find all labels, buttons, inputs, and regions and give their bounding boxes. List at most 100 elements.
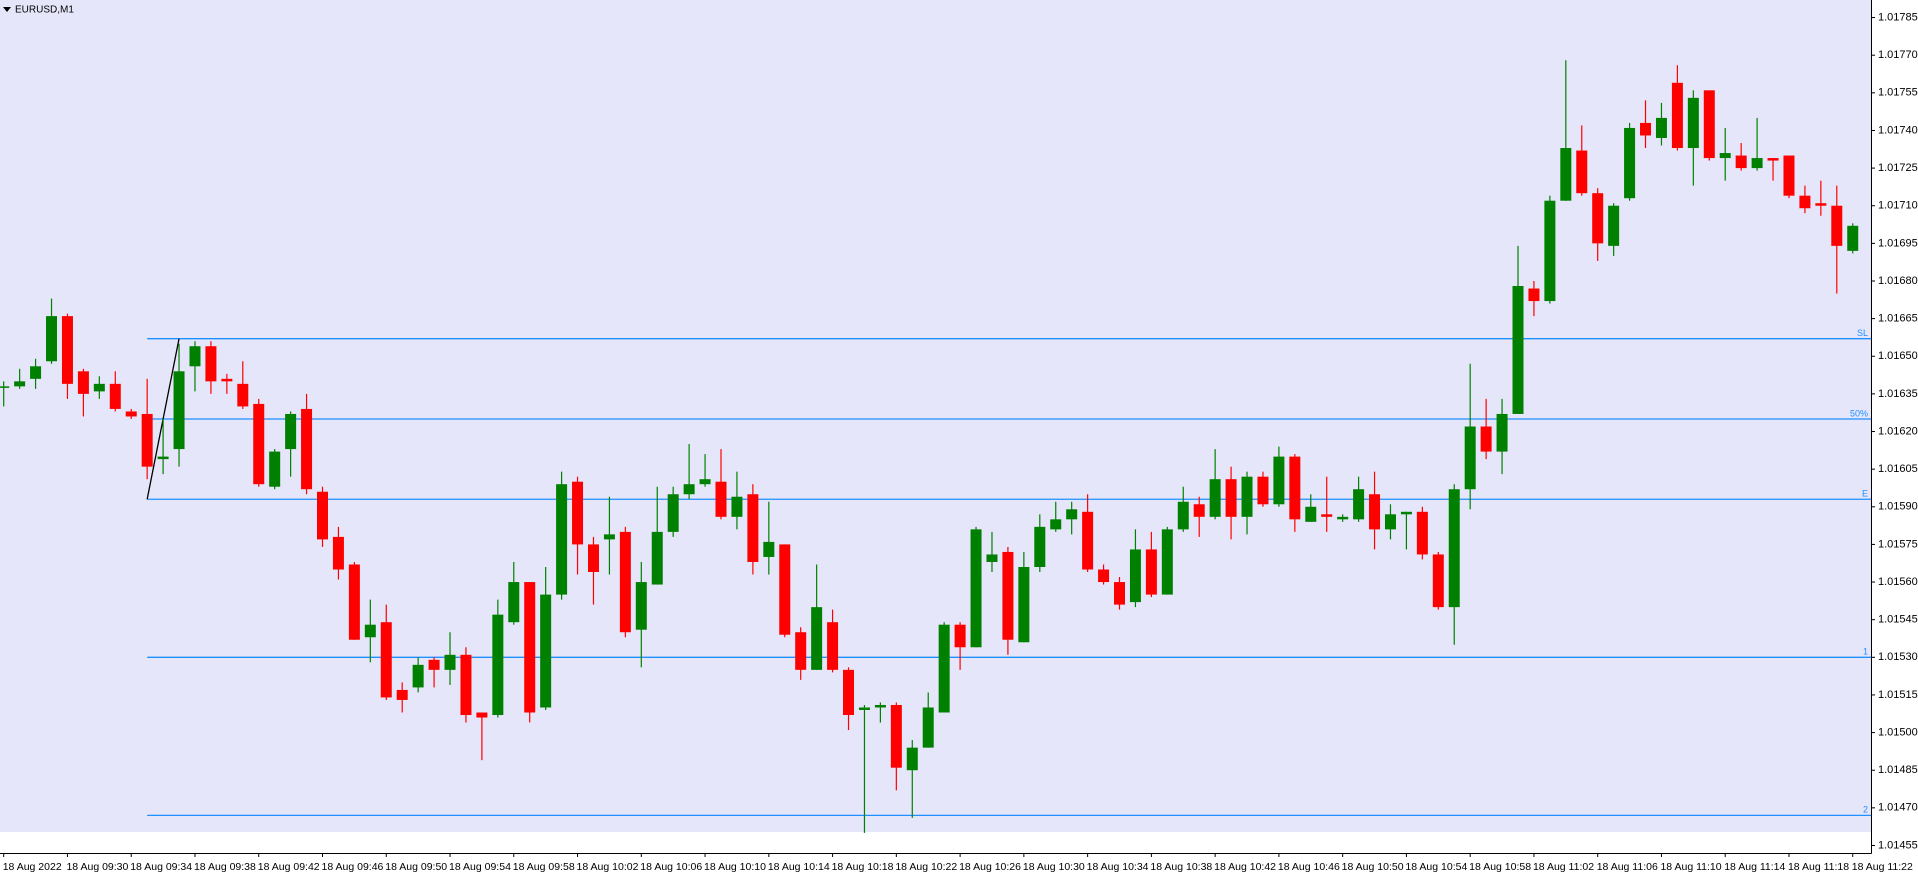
- candle-body: [1400, 511, 1412, 515]
- candle-body: [205, 346, 217, 382]
- candle-body: [811, 607, 823, 670]
- candle-body: [1528, 288, 1540, 302]
- candle-body: [301, 408, 313, 490]
- candle-body: [1241, 476, 1253, 517]
- candle-body: [1161, 529, 1173, 595]
- candle-body: [1369, 494, 1381, 530]
- y-tick-label: 1.01710: [1878, 200, 1918, 212]
- candle-body: [827, 622, 839, 670]
- x-tick-label: 18 Aug 11:10: [1660, 861, 1721, 873]
- x-tick-label: 18 Aug 09:42: [258, 861, 320, 873]
- candle-body: [317, 491, 328, 540]
- x-tick-label: 18 Aug 10:10: [704, 861, 766, 873]
- y-tick-label: 1.01605: [1878, 463, 1918, 475]
- candle-body: [524, 582, 536, 713]
- candle-body: [1592, 193, 1604, 244]
- candle-body: [843, 669, 855, 716]
- candle-body: [938, 624, 950, 713]
- candle-body: [874, 704, 886, 708]
- candle-body: [61, 316, 73, 384]
- x-tick-label: 18 Aug 10:02: [577, 861, 639, 873]
- candle-body: [556, 484, 568, 595]
- candle-body: [1783, 155, 1795, 196]
- y-tick-label: 1.01590: [1878, 501, 1918, 513]
- candle-body: [14, 381, 26, 387]
- candle-body: [1576, 150, 1588, 194]
- candle-body: [1177, 501, 1189, 530]
- x-tick-label: 18 Aug 10:14: [768, 861, 830, 873]
- y-tick-label: 1.01620: [1878, 425, 1918, 437]
- y-tick-label: 1.01515: [1878, 689, 1918, 701]
- fibo-anchor-line: [146, 338, 180, 500]
- y-tick-label: 1.01530: [1878, 651, 1918, 663]
- candle-body: [444, 654, 456, 670]
- symbol-menu-arrow[interactable]: [3, 7, 11, 12]
- candle-body: [1114, 582, 1125, 605]
- candle-body: [1448, 489, 1460, 608]
- candle-body: [699, 479, 711, 485]
- shaded-area: [0, 0, 1871, 832]
- candle-body: [858, 707, 870, 710]
- x-tick-label: 18 Aug 10:38: [1150, 861, 1212, 873]
- x-tick-label: 18 Aug 10:42: [1214, 861, 1276, 873]
- x-tick-label: 18 Aug 11:22: [1852, 861, 1913, 873]
- candle-body: [1305, 506, 1317, 522]
- candle-body: [747, 494, 759, 562]
- candle-body: [221, 378, 233, 382]
- candle-body: [1687, 97, 1699, 149]
- candle-body: [109, 383, 121, 409]
- candle-body: [1002, 551, 1014, 640]
- candle-body: [890, 704, 902, 768]
- candle-body: [1831, 205, 1843, 246]
- candle-body: [428, 659, 440, 670]
- candle-body: [1129, 549, 1141, 603]
- candle-body: [1847, 225, 1859, 251]
- candle-body: [364, 624, 376, 638]
- candle-body: [1145, 549, 1157, 595]
- candle-body: [141, 413, 153, 467]
- candle-body: [1432, 554, 1444, 608]
- x-tick-label: 18 Aug 10:58: [1469, 861, 1531, 873]
- candle-body: [348, 564, 360, 640]
- candle-body: [412, 664, 424, 688]
- candle-body: [1799, 195, 1811, 209]
- candle-body: [1719, 153, 1731, 159]
- candle-body: [922, 707, 934, 748]
- y-tick-label: 1.01725: [1878, 162, 1918, 174]
- candle-body: [1098, 569, 1110, 583]
- y-tick-label: 1.01500: [1878, 726, 1918, 738]
- x-tick-label: 18 Aug 11:06: [1597, 861, 1658, 873]
- candle-body: [1735, 155, 1747, 169]
- candle-body: [1050, 519, 1062, 530]
- candle-body: [619, 531, 631, 633]
- candle-body: [715, 481, 727, 517]
- candle-body: [1321, 514, 1333, 517]
- candle-body: [1560, 148, 1572, 201]
- candle-body: [1034, 526, 1046, 567]
- candle-body: [1193, 504, 1205, 517]
- candle-body: [667, 494, 679, 532]
- candle-body: [460, 654, 472, 716]
- y-tick-label: 1.01770: [1878, 49, 1918, 61]
- candle-body: [1671, 82, 1683, 149]
- candle-body: [731, 496, 743, 517]
- candle-body: [1353, 489, 1365, 520]
- candle-body: [1225, 479, 1237, 517]
- candle-body: [795, 632, 807, 670]
- candle-body: [1337, 516, 1349, 520]
- x-tick-label: 18 Aug 10:06: [640, 861, 702, 873]
- candle-body: [763, 541, 775, 557]
- candle-body: [508, 582, 520, 623]
- candle-body: [1655, 117, 1667, 138]
- candle-body: [476, 712, 488, 718]
- candle-body: [1815, 203, 1827, 206]
- y-tick-label: 1.01545: [1878, 614, 1918, 626]
- y-tick-label: 1.01485: [1878, 764, 1918, 776]
- candle-body: [651, 531, 663, 585]
- candle-body: [1480, 426, 1492, 452]
- candle-body: [0, 386, 10, 388]
- candle-body: [1544, 200, 1556, 302]
- candle-body: [46, 316, 58, 362]
- candle-body: [603, 534, 615, 540]
- candle-body: [1273, 456, 1285, 505]
